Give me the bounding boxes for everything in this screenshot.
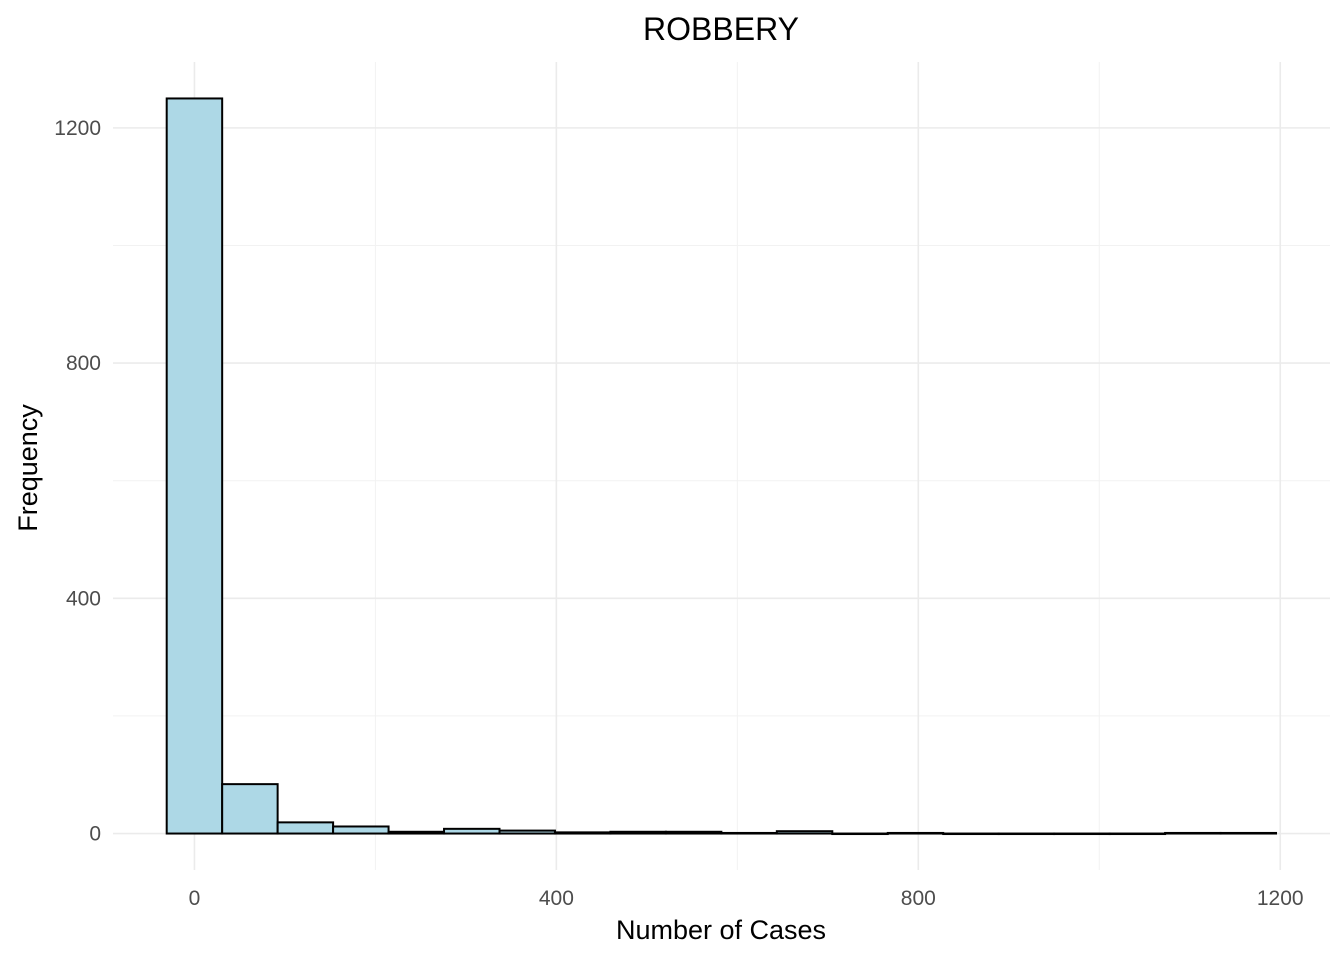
y-tick-label: 800 [66, 352, 101, 375]
chart-title: ROBBERY [643, 11, 799, 47]
x-axis-title: Number of Cases [616, 915, 826, 945]
y-tick-label: 0 [89, 823, 101, 846]
histogram-bar [221, 783, 279, 835]
x-tick-label: 0 [189, 887, 201, 910]
grid-lines [113, 62, 1330, 870]
histogram-bar [720, 831, 778, 835]
histogram-bar [165, 97, 224, 835]
histogram-bar [664, 830, 723, 835]
y-axis-title: Frequency [13, 404, 43, 532]
x-tick-label: 400 [539, 887, 574, 910]
histogram-bar [443, 827, 501, 835]
histogram-bar [276, 821, 335, 835]
histogram-bar [775, 830, 834, 835]
x-tick-label: 1200 [1257, 887, 1304, 910]
histogram-bar [1219, 831, 1278, 835]
histogram-bar [332, 825, 390, 835]
histogram-bar [997, 832, 1056, 836]
histogram-bar [387, 830, 446, 835]
y-tick-label: 400 [66, 587, 101, 610]
histogram-bar [553, 831, 612, 835]
histogram-bars [165, 97, 1278, 836]
histogram-bar [1053, 832, 1111, 836]
histogram-bar [831, 832, 889, 836]
histogram-bar [1164, 831, 1222, 835]
histogram-bar [609, 830, 667, 835]
x-tick-labels: 0 400 800 1200 [189, 887, 1304, 910]
x-tick-label: 800 [901, 887, 936, 910]
histogram-bar [498, 829, 556, 835]
y-tick-label: 1200 [54, 117, 101, 140]
histogram-bar [942, 832, 1000, 836]
y-tick-labels: 0 400 800 1200 [54, 117, 101, 846]
histogram-bar [1108, 832, 1167, 836]
histogram-bar [886, 831, 945, 835]
